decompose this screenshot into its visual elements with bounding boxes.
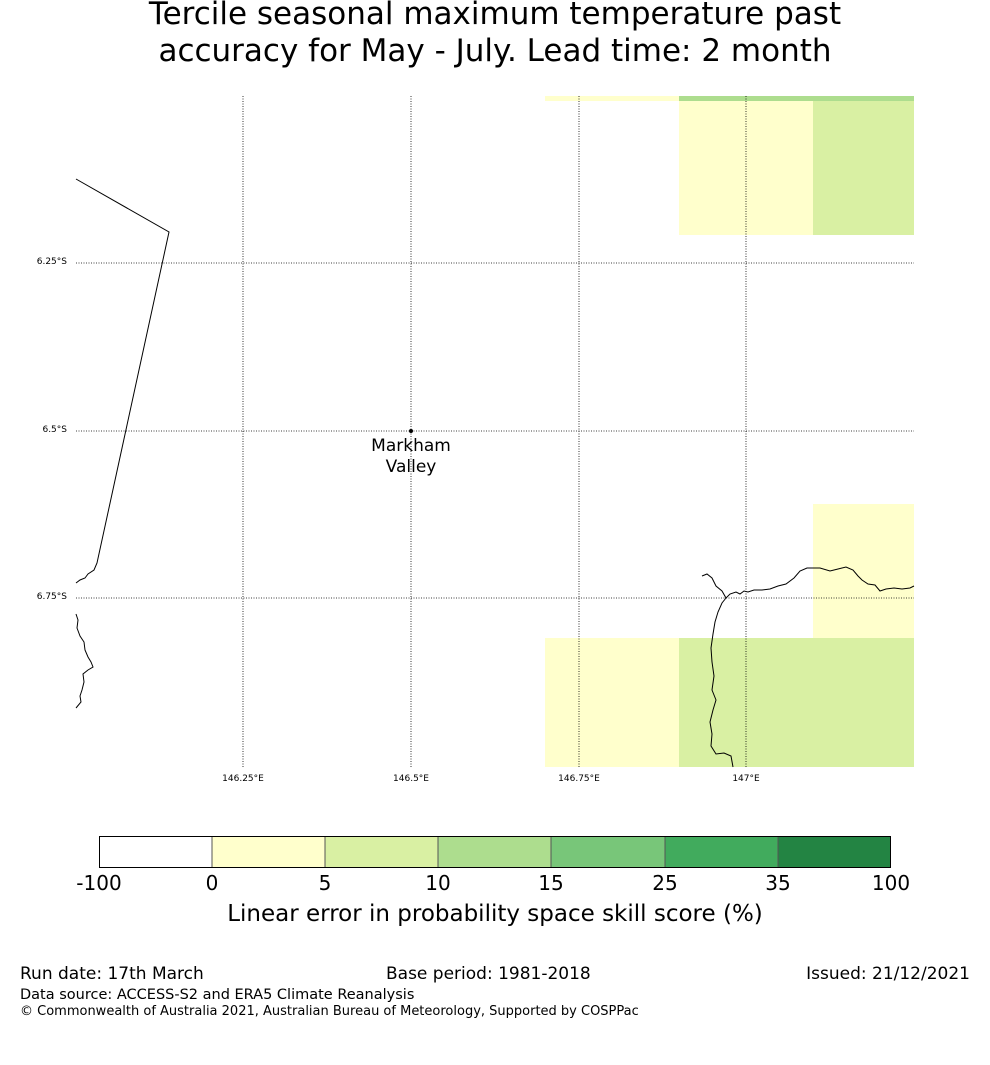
coastline-west [75,613,94,709]
colorbar-swatch-6 [665,836,778,868]
skill-cell-right-yellow [813,504,914,638]
colorbar-swatch-5 [551,836,665,868]
colorbar-label: Linear error in probability space skill … [227,901,763,927]
colorbar-swatch-1 [99,836,212,868]
colorbar-swatch-3 [325,836,438,868]
colorbar-tick-6: 35 [765,871,791,895]
colorbar-tick-5: 25 [652,871,678,895]
colorbar-swatch-7 [778,836,891,868]
lon-label-146-25: 146.25°E [222,774,264,784]
colorbar-tick-3: 10 [425,871,451,895]
title-line-2: accuracy for May - July. Lead time: 2 mo… [158,33,832,69]
map-panel [75,96,915,768]
data-source: Data source: ACCESS-S2 and ERA5 Climate … [20,987,415,1003]
river-coastline [725,566,915,599]
coastline-east [701,573,734,768]
lon-label-146-75: 146.75°E [558,774,600,784]
colorbar-swatch-2 [212,836,325,868]
colorbar-tick-2: 5 [318,871,332,895]
skill-cell-top-lightgreen [813,101,914,235]
boundary-line-west [75,178,170,584]
lat-label-6-75: 6.75°S [36,592,67,602]
place-name-line-2: Valley [385,457,437,477]
place-name-line-1: Markham [371,436,451,456]
lon-label-146-5: 146.5°E [393,774,429,784]
map-title: Tercile seasonal maximum temperature pas… [0,0,990,70]
colorbar-tick-1: 0 [205,871,219,895]
lat-label-6-25: 6.25°S [36,257,67,267]
skill-cell-top-strip-green [679,96,914,101]
issued-date: Issued: 21/12/2021 [806,964,970,984]
lon-label-147: 147°E [732,774,760,784]
run-date: Run date: 17th March [20,964,204,984]
colorbar-tick-4: 15 [538,871,564,895]
colorbar-tick-7: 100 [871,871,911,895]
copyright: © Commonwealth of Australia 2021, Austra… [20,1004,639,1019]
colorbar-swatch-4 [438,836,551,868]
place-label-markham-valley: Markham Valley [371,436,451,478]
lat-label-6-5: 6.5°S [42,425,67,435]
place-marker-dot [409,429,413,433]
title-line-1: Tercile seasonal maximum temperature pas… [148,0,842,32]
skill-cell-bottom-yellow [545,638,679,767]
colorbar [99,836,891,868]
skill-cell-bottom-lightgreen [679,638,914,767]
skill-cell-top-yellow [679,101,813,235]
colorbar-tick-0: -100 [76,871,122,895]
skill-cell-top-strip-yellow [545,96,679,101]
base-period: Base period: 1981-2018 [386,964,591,984]
